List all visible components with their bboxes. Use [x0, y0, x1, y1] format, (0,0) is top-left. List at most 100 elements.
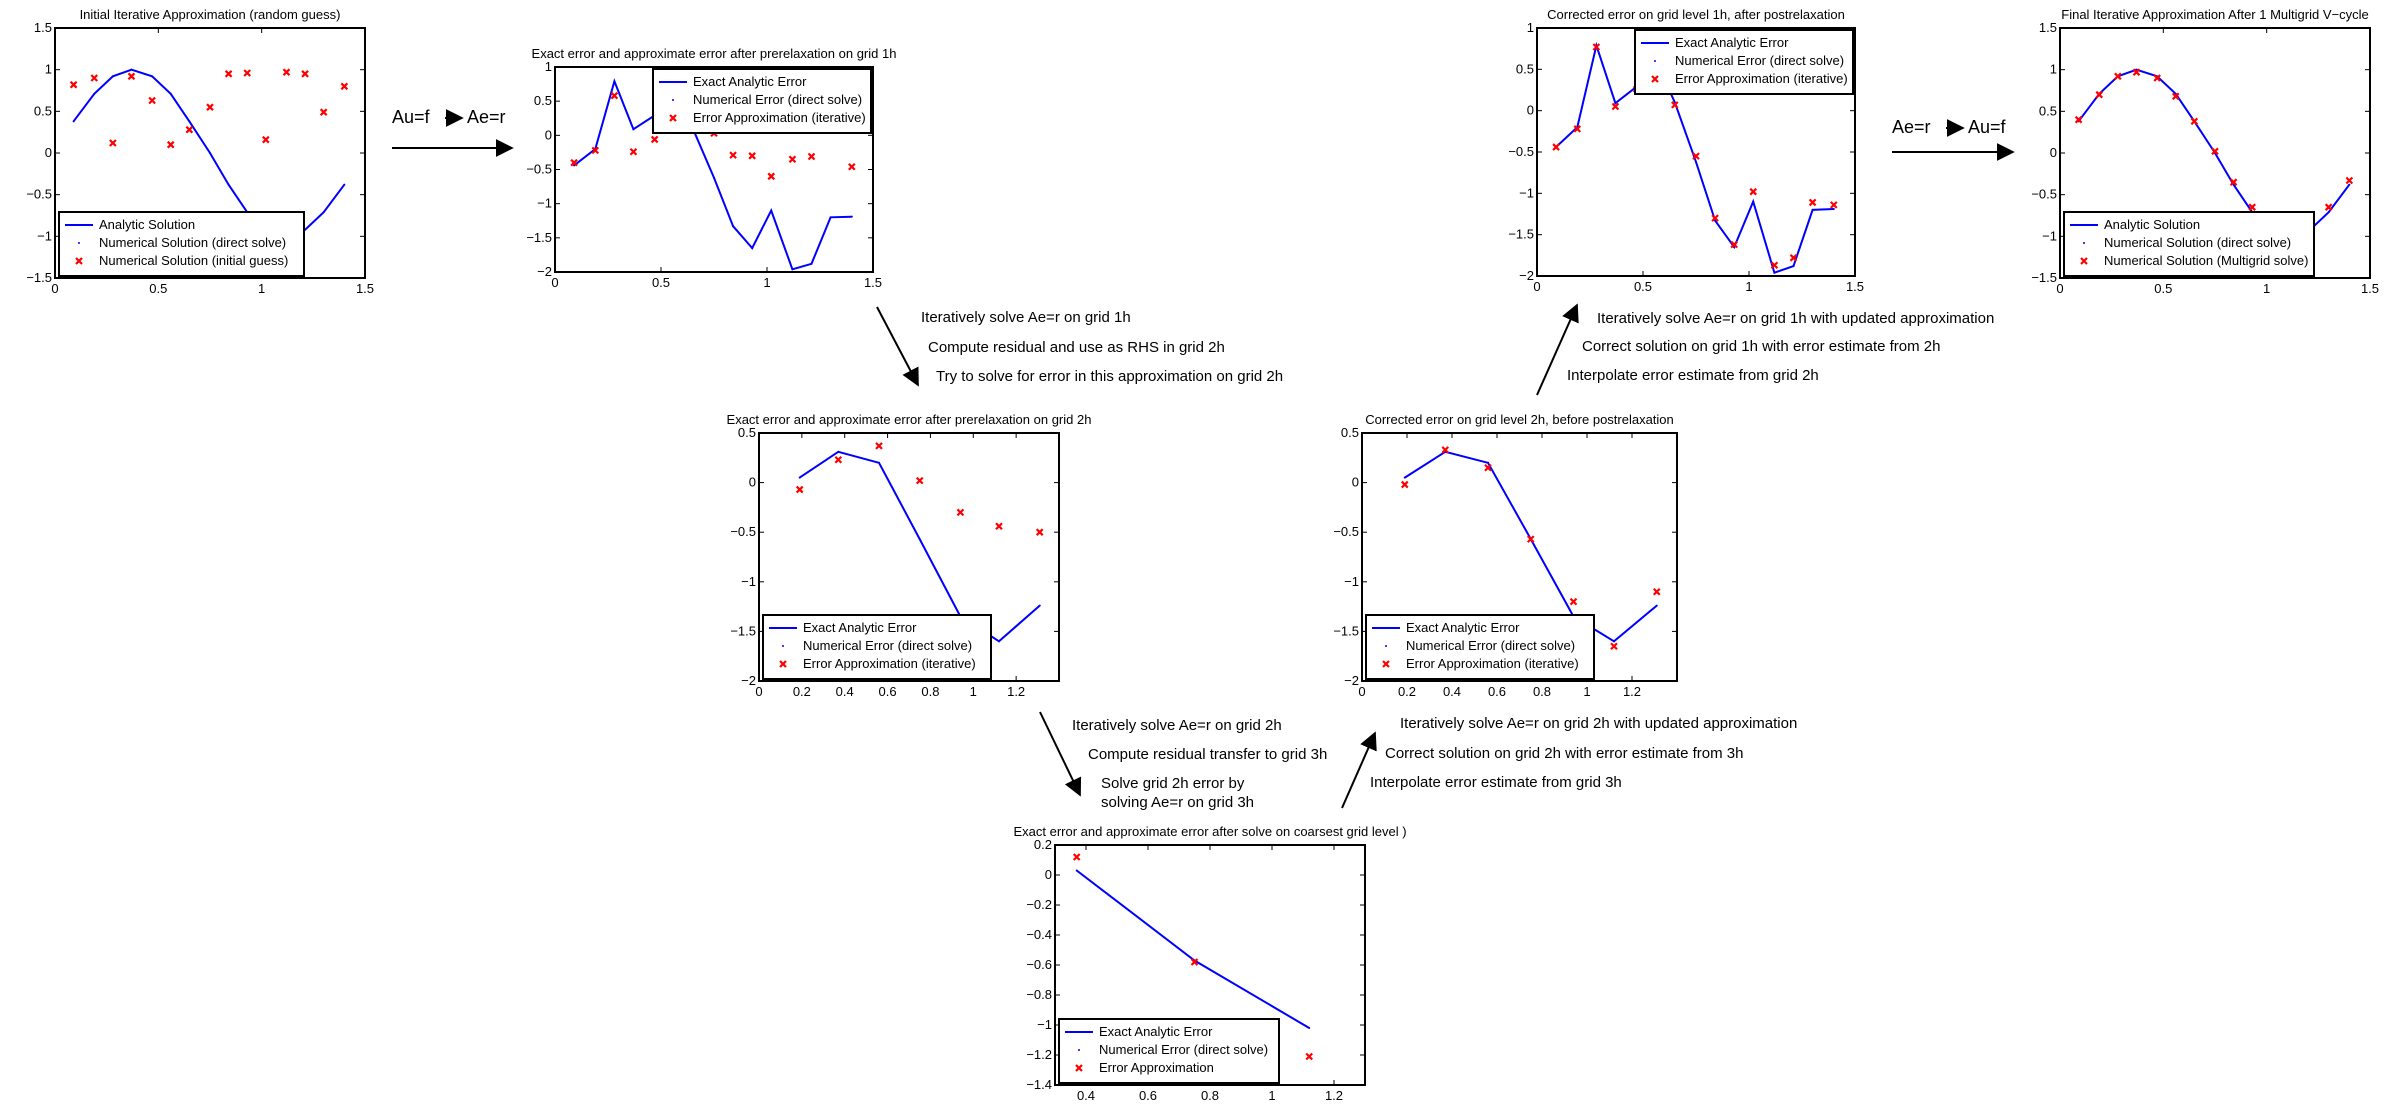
legend: Exact Analytic Error Numerical Error (dir…	[1365, 614, 1595, 680]
chart-coarsest: Exact error and approximate error after …	[1013, 824, 1406, 1103]
legend: Analytic Solution Numerical Solution (dir…	[58, 211, 305, 277]
flow-arrow-3h-to-2h	[1341, 731, 1377, 809]
data-point	[770, 209, 773, 212]
chart-title: Corrected error on grid level 2h, before…	[1365, 412, 1674, 427]
series-2	[795, 442, 1044, 536]
equation-au-f: Au=f	[1968, 117, 2007, 137]
x-tick-label: 1.2	[1325, 1088, 1343, 1103]
x-tick-label: 0	[51, 281, 58, 296]
x-tick-label: 0.8	[1201, 1088, 1219, 1103]
data-point	[650, 135, 659, 144]
y-tick-label: −1.5	[2031, 270, 2057, 285]
flow-arrow-2h-to-1h	[1536, 303, 1579, 396]
legend-box	[652, 68, 872, 134]
y-tick-label: 1.5	[2039, 20, 2057, 35]
x-tick-label: 1.5	[356, 281, 374, 296]
annotation-descend-2h: solving Ae=r on grid 3h	[1101, 794, 1254, 811]
y-tick-label: −1	[37, 228, 52, 243]
data-point	[1749, 187, 1758, 196]
data-point	[1811, 208, 1814, 211]
data-point	[1652, 587, 1661, 596]
data-point	[995, 522, 1003, 531]
x-tick-label: 0.8	[921, 684, 939, 699]
data-point	[729, 151, 737, 159]
data-point	[224, 70, 233, 78]
data-point	[2095, 90, 2104, 99]
data-point	[1832, 208, 1835, 211]
legend-box	[1634, 29, 1854, 95]
legend-swatch	[2080, 257, 2088, 265]
data-point	[732, 225, 735, 228]
annotation-ascend-3h: Interpolate error estimate from grid 3h	[1370, 774, 1622, 791]
y-tick-label: 1	[1527, 20, 1534, 35]
data-point	[127, 72, 136, 81]
x-tick-label: 1	[1268, 1088, 1275, 1103]
y-tick-label: −1	[1344, 574, 1359, 589]
data-point	[610, 91, 619, 100]
x-tick-label: 1	[1745, 279, 1752, 294]
series-0	[1404, 450, 1658, 643]
annotation-ascend-3h: Correct solution on grid 2h with error e…	[1385, 745, 1743, 762]
annotation-ascend-2h: Correct solution on grid 1h with error e…	[1582, 338, 1940, 355]
x-tick-label: 0.5	[1634, 279, 1652, 294]
y-tick-label: 0	[1352, 475, 1359, 490]
legend-box	[762, 614, 992, 680]
y-tick-label: −0.5	[26, 187, 52, 202]
legend-label: Error Approximation (iterative)	[693, 110, 866, 125]
data-point	[209, 152, 211, 154]
annotation-ascend-2h: Iteratively solve Ae=r on grid 1h with u…	[1597, 310, 1994, 327]
legend-swatch	[1078, 1049, 1080, 1051]
data-point	[632, 128, 635, 131]
legend-swatch	[78, 242, 80, 244]
chart-corrected_1h: Corrected error on grid level 1h, after …	[1508, 7, 1864, 294]
y-tick-label: 1	[545, 59, 552, 74]
legend-swatch	[1382, 660, 1390, 668]
chart-title: Exact error and approximate error after …	[727, 412, 1092, 427]
series-1	[1075, 869, 1311, 1029]
chart-initial: Initial Iterative Approximation (random …	[26, 7, 374, 296]
data-point	[1400, 480, 1409, 489]
legend: Exact Analytic Error Numerical Error (dir…	[652, 68, 872, 134]
data-point	[185, 125, 194, 134]
data-point	[591, 146, 600, 155]
data-point	[918, 538, 921, 541]
y-tick-label: 0	[1527, 103, 1534, 118]
data-point	[148, 96, 156, 105]
y-tick-label: −0.5	[526, 162, 552, 177]
y-tick-label: −1.5	[730, 623, 756, 638]
data-point	[1552, 143, 1560, 151]
flow-annotations: Au=f Ae=r Ae=r Au=f Iteratively solve Ae=r o…	[392, 107, 2015, 811]
y-tick-label: −2	[1519, 268, 1534, 283]
legend: Exact Analytic Error Numerical Error (dir…	[1634, 29, 1854, 95]
y-tick-label: −2	[1344, 673, 1359, 688]
legend-label: Error Approximation (iterative)	[1675, 71, 1848, 86]
y-tick-label: −0.4	[1026, 927, 1052, 942]
legend: Exact Analytic Error Numerical Error (dir…	[762, 614, 992, 680]
series-2	[1400, 446, 1661, 651]
legend-label: Exact Analytic Error	[693, 74, 807, 89]
y-tick-label: −2	[741, 673, 756, 688]
data-point	[1692, 152, 1700, 160]
equation-ae-r: Ae=r	[467, 107, 506, 127]
x-tick-label: 0.6	[1139, 1088, 1157, 1103]
chart-prerelax_2h: Exact error and approximate error after …	[727, 412, 1092, 699]
data-point	[788, 155, 797, 164]
x-tick-label: 0.6	[1488, 684, 1506, 699]
legend-swatch	[779, 660, 787, 668]
data-point	[169, 92, 172, 95]
series-line	[1404, 450, 1658, 643]
data-point	[2327, 211, 2330, 214]
data-point	[834, 456, 843, 464]
data-point	[2248, 203, 2256, 211]
series-line	[1076, 869, 1310, 1029]
data-point	[850, 215, 853, 218]
data-point	[1792, 265, 1795, 268]
y-tick-label: 1.5	[34, 20, 52, 35]
legend-label: Numerical Error (direct solve)	[693, 92, 862, 107]
data-point	[791, 268, 794, 271]
y-tick-label: 0	[749, 475, 756, 490]
series-2	[1072, 853, 1313, 1061]
series-1	[1403, 450, 1658, 643]
legend-swatch	[1075, 1064, 1083, 1072]
y-tick-label: −1.5	[1508, 227, 1534, 242]
